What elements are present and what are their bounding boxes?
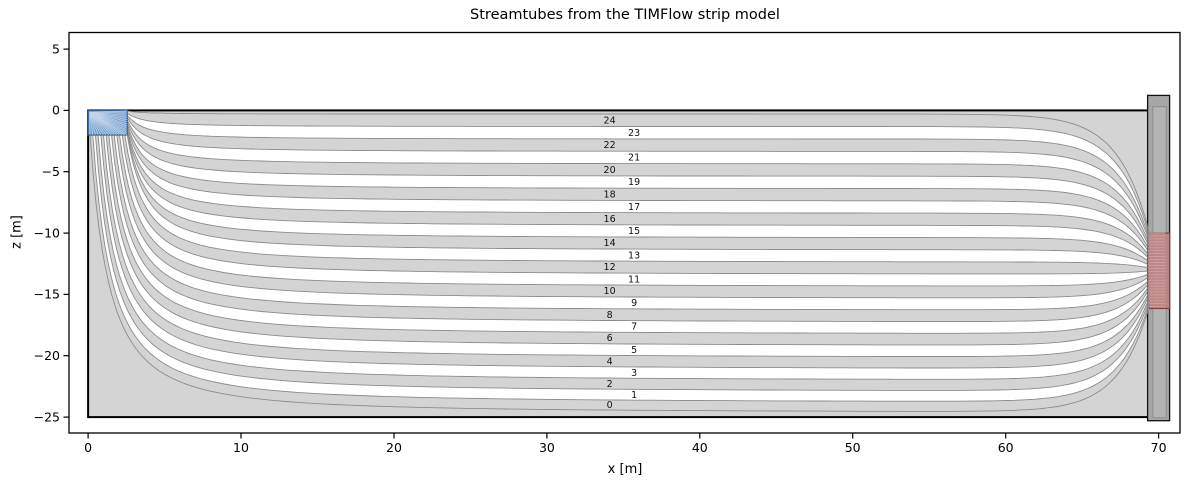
streamline (126, 130, 1150, 260)
streamtube-number-label: 13 (628, 250, 640, 261)
streamline (108, 134, 1150, 334)
source-fan-line (89, 112, 96, 135)
z-tick-label: −20 (34, 348, 60, 363)
streamline (111, 134, 1150, 322)
x-axis-label: x [m] (607, 462, 643, 477)
streamline (126, 121, 1150, 248)
streamline (126, 132, 1150, 263)
streamline (121, 134, 1150, 275)
well-screen (1146, 232, 1171, 310)
streamline (97, 134, 1150, 380)
z-tick-label: −15 (34, 287, 60, 302)
streamline (124, 134, 1150, 269)
streamline (103, 134, 1150, 357)
plot-title: Streamtubes from the TIMFlow strip model (470, 7, 780, 23)
source-fan-line (89, 112, 99, 136)
streamline (127, 110, 1150, 234)
streamtube-number-label: 21 (628, 153, 640, 164)
streamline (92, 134, 1150, 402)
streamtube-number-label: 23 (628, 128, 640, 139)
z-tick-label: −10 (34, 225, 60, 240)
streamline (113, 134, 1150, 311)
streamtube-number-label: 7 (631, 322, 637, 333)
source-fan-line (89, 111, 128, 125)
streamtube-band (127, 121, 1150, 251)
z-tick-label: 0 (52, 103, 60, 118)
x-tick-label: 50 (845, 440, 861, 455)
x-tick-label: 0 (84, 440, 92, 455)
streamtube-number-label: 24 (604, 115, 616, 126)
streamtube-number-label: 20 (604, 165, 616, 176)
streamtube-band (98, 134, 1150, 380)
streamtube-number-label: 8 (607, 310, 613, 321)
source-fan-line (89, 111, 128, 120)
streamline (126, 123, 1150, 251)
source-fan-line (89, 112, 104, 136)
x-tick-label: 30 (539, 440, 555, 455)
streamtube-band (108, 134, 1150, 334)
streamtube-number-label: 18 (604, 190, 616, 201)
streamline (89, 134, 1150, 412)
streamline (94, 134, 1150, 391)
source-fan-line (89, 112, 91, 135)
x-tick-label: 10 (233, 440, 249, 455)
streamline (116, 134, 1150, 299)
streamtube-number-label: 1 (631, 390, 637, 401)
streamline (126, 114, 1150, 240)
streamtube-band (127, 130, 1150, 263)
source-fan-line (89, 112, 94, 135)
y-axis-label: z [m] (9, 215, 25, 249)
streamline (126, 125, 1150, 254)
streamline (100, 134, 1150, 369)
streamtube-number-label: 19 (628, 177, 640, 188)
streamtube-number-label: 15 (628, 226, 640, 237)
x-tick-label: 70 (1151, 440, 1167, 455)
z-tick-label: −5 (42, 164, 60, 179)
streamline (126, 117, 1150, 242)
streamtube-number-label: 16 (604, 214, 616, 225)
streamtube-band (124, 134, 1150, 268)
x-tick-label: 40 (692, 440, 708, 455)
streamtube-number-label: 17 (628, 202, 640, 213)
streamtube-number-label: 11 (628, 274, 640, 285)
source-fan-line (89, 110, 128, 113)
source-fan-line (89, 112, 102, 136)
streamline (126, 119, 1150, 245)
streamtube-number-label: 9 (631, 298, 637, 309)
x-tick-label: 60 (998, 440, 1014, 455)
streamline (105, 134, 1150, 346)
streamtube-number-label: 12 (604, 262, 616, 273)
streamtube-band (103, 134, 1150, 357)
streamtube-band (92, 134, 1150, 402)
streamtube-number-label: 10 (604, 286, 616, 297)
streamtube-number-label: 3 (631, 368, 637, 379)
streamline (126, 128, 1150, 257)
streamtube-band (114, 134, 1150, 310)
streamtube-number-label: 0 (607, 400, 613, 411)
streamtube-number-label: 4 (607, 356, 613, 367)
streamtube-number-label: 6 (607, 333, 613, 344)
streamtube-number-label: 14 (604, 238, 616, 249)
streamtube-number-label: 2 (607, 379, 613, 390)
streamtube-number-label: 22 (604, 140, 616, 151)
x-tick-label: 20 (386, 440, 402, 455)
z-tick-label: −25 (34, 409, 60, 424)
streamline (126, 134, 1150, 266)
z-tick-label: 5 (52, 41, 60, 56)
source-fan-line (89, 111, 128, 116)
streamtube-number-label: 5 (631, 345, 637, 356)
streamtube-band (119, 134, 1150, 286)
streamline (119, 134, 1150, 287)
streamline (126, 112, 1150, 237)
